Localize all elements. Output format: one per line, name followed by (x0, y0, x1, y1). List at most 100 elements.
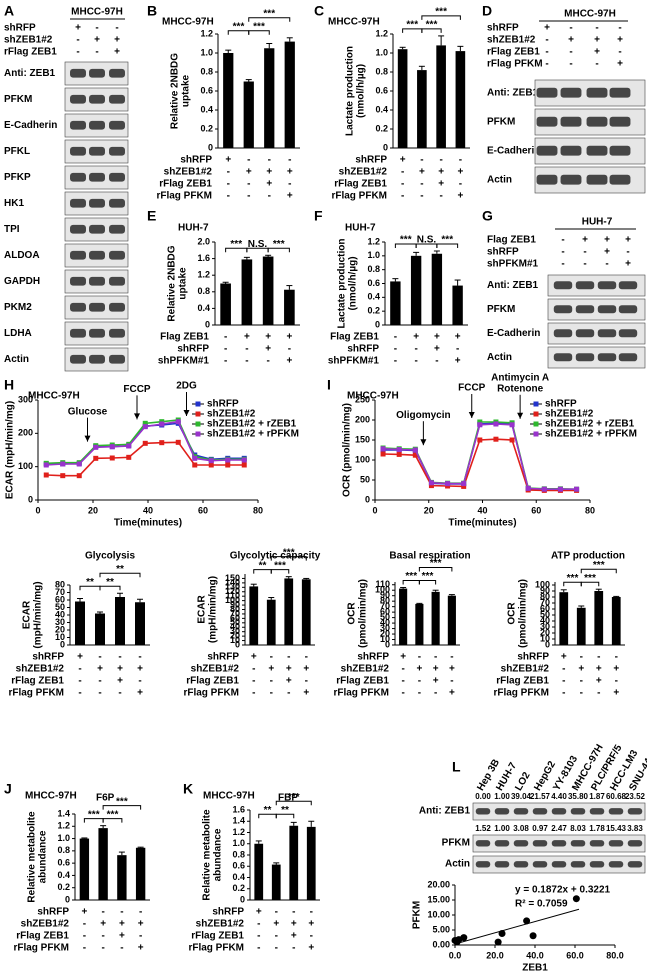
significance-label: *** (288, 792, 300, 803)
legend-marker (533, 431, 539, 437)
blot-band (586, 145, 608, 156)
y-tick-label: 20.00 (427, 879, 450, 889)
y-tick-label: 10 (540, 633, 550, 643)
significance-bracket (99, 585, 121, 591)
x-tick-label: 40 (143, 505, 153, 515)
significance-bracket (102, 818, 123, 823)
condition-sign: + (97, 664, 103, 675)
blot-label: PFKP (4, 172, 31, 183)
significance-label: N.S. (248, 239, 268, 250)
blot-band (551, 808, 567, 815)
significance-label: *** (107, 809, 119, 820)
quant-label: 3.83 (627, 824, 643, 833)
series-line (383, 438, 577, 492)
scatter-point (529, 932, 537, 940)
quant-label: 23.52 (625, 792, 646, 801)
condition-name: shRFP (32, 652, 64, 663)
bar (576, 607, 586, 645)
blot-band (494, 808, 510, 815)
blot-band (589, 840, 605, 847)
condition-name: shPFKM#1 (487, 259, 539, 270)
condition-sign: + (265, 332, 271, 343)
bar (410, 255, 422, 325)
bar (436, 45, 446, 148)
condition-sign: - (583, 247, 586, 258)
series-marker (109, 455, 115, 461)
condition-sign: - (95, 23, 98, 34)
y-tick-label: 70 (230, 608, 240, 618)
y-tick-label: 80 (540, 591, 550, 601)
annotation: FCCP (123, 384, 151, 395)
condition-sign: + (625, 235, 631, 246)
condition-sign: - (305, 676, 308, 687)
blot-band (618, 305, 638, 314)
y-tick-label: 0.6 (375, 85, 388, 95)
y-axis-title: uptake (181, 74, 192, 107)
condition-sign: + (75, 23, 81, 34)
blot-band (89, 302, 105, 312)
bar (266, 599, 276, 645)
blot-band (618, 281, 638, 290)
condition-sign: - (138, 652, 141, 663)
condition-sign: - (597, 688, 600, 699)
x-axis-title: Time(minutes) (448, 518, 516, 529)
y-tick-label: 10 (380, 634, 390, 644)
series-marker (525, 485, 531, 491)
y-axis-title: (nmol/h/µg) (356, 64, 367, 118)
condition-sign: - (418, 688, 421, 699)
condition-sign: - (450, 652, 453, 663)
y-tick-label: 1.2 (197, 270, 210, 280)
y-tick-label: 0.6 (200, 85, 213, 95)
y-tick-label: 0.8 (57, 845, 70, 855)
chart-title: MHCC-97H (347, 391, 399, 402)
blot-band (536, 145, 558, 156)
y-tick-label: 0.4 (57, 870, 70, 880)
significance-label: ** (106, 577, 114, 588)
significance-bracket (270, 569, 290, 574)
y-tick-label: 10 (55, 632, 65, 642)
quant-label: 1.00 (494, 824, 510, 833)
condition-sign: + (100, 919, 106, 930)
blot-band (89, 68, 105, 78)
condition-name: Flag ZEB1 (160, 332, 209, 343)
significance-label: ** (116, 564, 124, 575)
condition-sign: + (544, 23, 550, 34)
x-tick-label: 60 (198, 505, 208, 515)
annotation-arrowhead (468, 412, 475, 418)
condition-sign: + (400, 155, 406, 166)
significance-label: *** (88, 809, 100, 820)
series-marker (43, 472, 49, 478)
y-axis-title: (mpH/min/mg) (208, 576, 219, 643)
y-tick-label: 90 (540, 585, 550, 595)
bar (284, 289, 295, 325)
condition-name: rFlag PFKM (8, 688, 64, 699)
condition-sign: + (582, 235, 588, 246)
condition-sign: - (101, 931, 104, 942)
blot-band (109, 68, 125, 78)
legend-label: shZEB1#2 + rZEB1 (207, 419, 297, 430)
y-axis-title: ECAR (197, 595, 208, 624)
significance-label: ** (281, 805, 289, 816)
condition-sign: - (139, 907, 142, 918)
condition-sign: + (594, 35, 600, 46)
y-tick-label: 1.2 (367, 236, 380, 246)
quant-label: 0.00 (475, 792, 491, 801)
condition-sign: - (545, 47, 548, 58)
blot-band (513, 861, 529, 868)
chart-title: MHCC-97H (28, 391, 80, 402)
significance-label: ** (86, 577, 94, 588)
condition-sign: + (434, 344, 440, 355)
legend-label: shZEB1#2 (545, 409, 594, 420)
condition-sign: + (449, 664, 455, 675)
legend-marker (533, 401, 539, 407)
x-tick-label: 60.0 (566, 950, 584, 960)
chart-title: MHCC-97H (328, 17, 380, 28)
significance-label: *** (263, 8, 275, 19)
condition-sign: - (434, 688, 437, 699)
significance-label: *** (116, 796, 128, 807)
condition-name: rFlag PFKM (156, 191, 212, 202)
condition-sign: - (118, 652, 121, 663)
condition-sign: + (568, 35, 574, 46)
bar (95, 613, 105, 645)
condition-sign: + (457, 191, 463, 202)
